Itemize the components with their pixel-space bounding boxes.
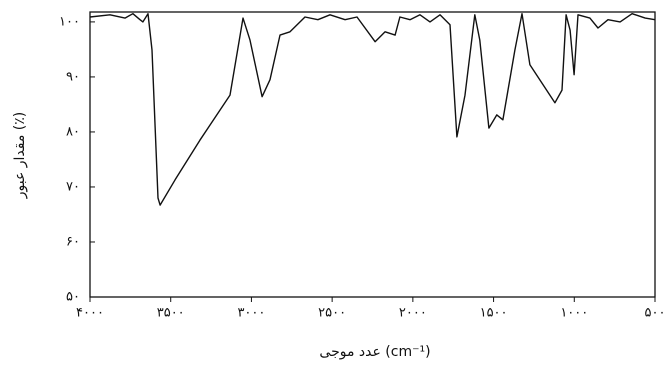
spectrum-line xyxy=(89,13,656,206)
y-tick-label: ۱۰۰ xyxy=(59,14,80,29)
x-tick-label: ۲۰۰۰ xyxy=(399,306,427,321)
x-tick-label: ۵۰۰ xyxy=(645,306,664,321)
x-tick-label: ۴۰۰۰ xyxy=(76,306,104,321)
plot-frame xyxy=(89,11,656,298)
y-tick-label: ۸۰ xyxy=(66,124,80,139)
x-tick-label: ۲۵۰۰ xyxy=(318,306,346,321)
x-tick-label: ۳۰۰۰ xyxy=(237,306,265,321)
x-axis-title: عدد موجی (cm⁻¹) xyxy=(319,344,430,360)
y-tick-label: ۹۰ xyxy=(66,69,80,84)
y-tick-label: ۶۰ xyxy=(66,234,80,249)
x-tick-label: ۱۵۰۰ xyxy=(480,306,508,321)
y-tick-label: ۵۰ xyxy=(66,290,80,305)
x-tick-label: ۳۵۰۰ xyxy=(157,306,185,321)
x-tick-label: ۱۰۰۰ xyxy=(560,306,588,321)
y-axis-title: مقدار عبور (٪) xyxy=(12,112,28,200)
y-tick-label: ۷۰ xyxy=(66,179,80,194)
